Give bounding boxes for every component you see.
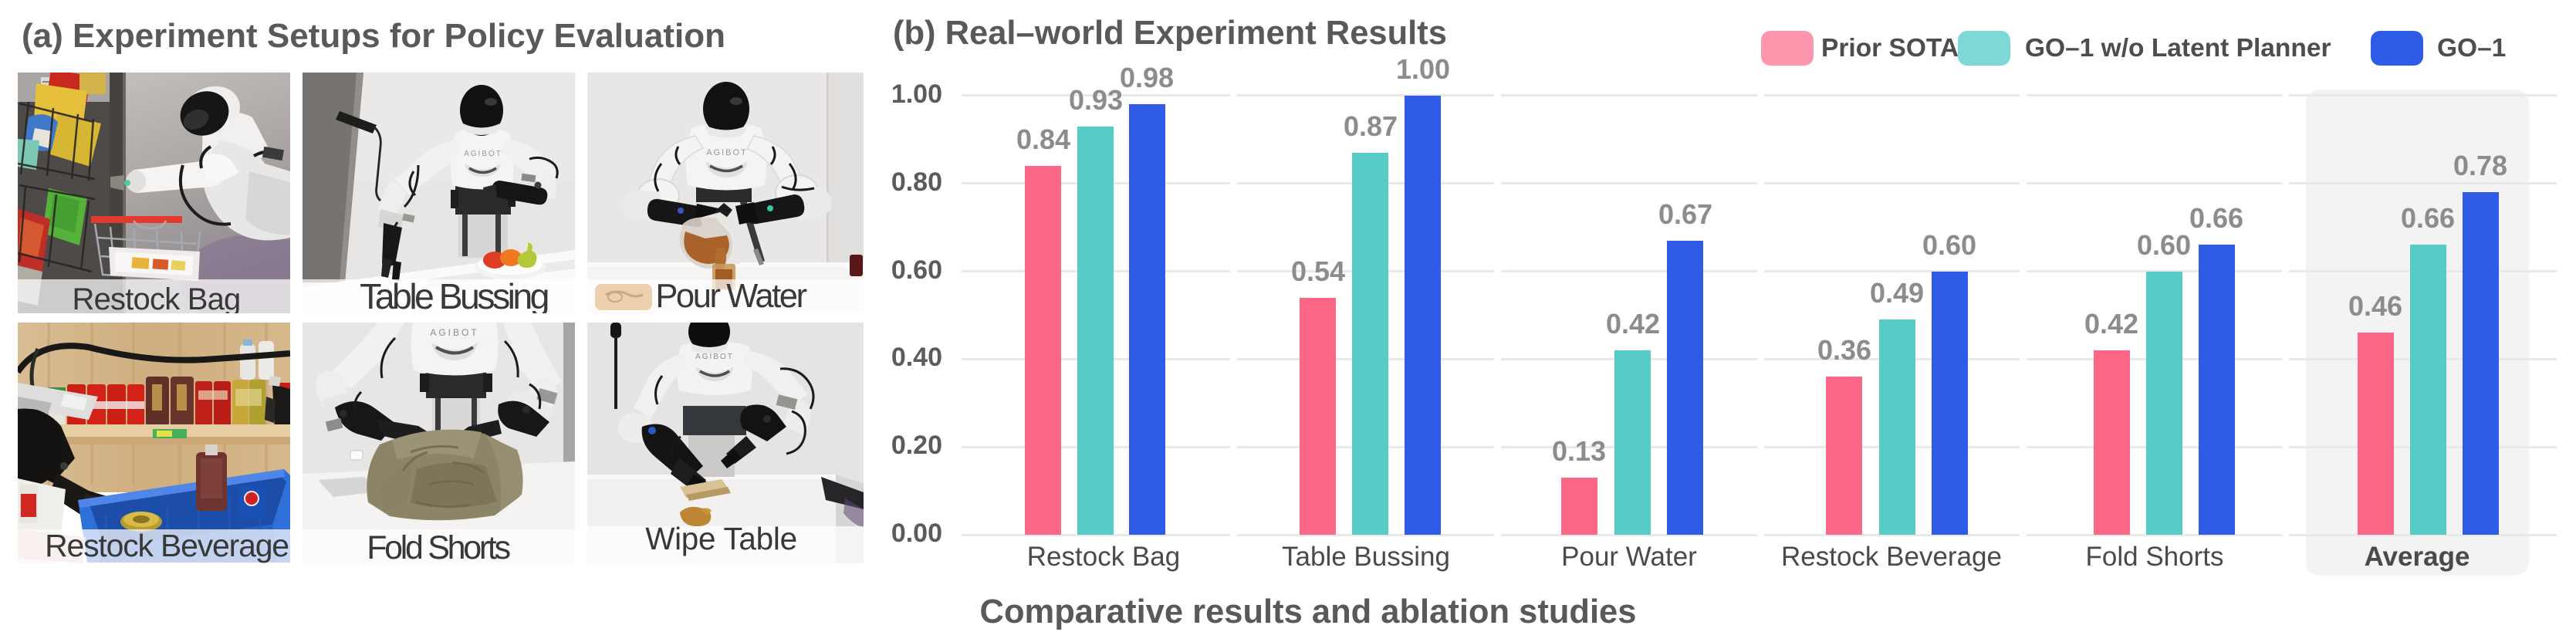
svg-text:AGIBOT: AGIBOT: [695, 353, 734, 361]
svg-text:Table Bussing: Table Bussing: [360, 276, 547, 313]
svg-text:Restock Beverage: Restock Beverage: [45, 528, 289, 563]
svg-text:Restock Bag: Restock Bag: [73, 282, 241, 313]
svg-text:Wipe Table: Wipe Table: [645, 521, 797, 556]
svg-text:AGIBOT: AGIBOT: [430, 327, 478, 338]
svg-text:AGIBOT: AGIBOT: [464, 150, 502, 158]
svg-text:Pour Water: Pour Water: [655, 278, 806, 313]
svg-text:Fold Shorts: Fold Shorts: [367, 529, 509, 563]
svg-text:AGIBOT: AGIBOT: [706, 148, 748, 157]
